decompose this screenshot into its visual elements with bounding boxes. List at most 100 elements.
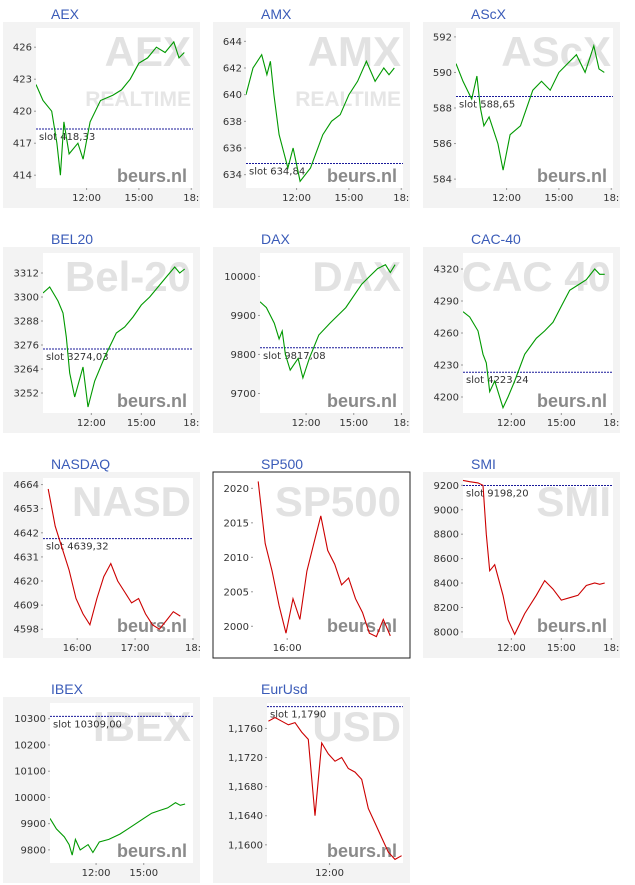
- watermark: USD: [312, 703, 401, 750]
- watermark: CAC 40: [462, 253, 611, 300]
- brand: beurs.nl: [327, 391, 397, 411]
- y-tick-label: 586: [433, 139, 452, 150]
- plot: NASD beurs.nl slot 4639,32: [43, 478, 193, 636]
- chart-title: AScX: [471, 6, 507, 22]
- x-tick-label: 18:: [183, 193, 199, 204]
- plot-area: [36, 28, 193, 188]
- reference-label: slot 4639,32: [46, 542, 109, 553]
- reference-label: slot 1,1790: [270, 710, 326, 721]
- y-tick-label: 4642: [14, 528, 39, 539]
- y-tick-label: 10300: [14, 714, 46, 725]
- plot-area: [267, 703, 403, 863]
- brand: beurs.nl: [537, 616, 607, 636]
- y-tick-label: 2005: [224, 587, 249, 598]
- chart-panel: AEX AEX REALTIME beurs.nl slot 418,33 414 417 4…: [3, 6, 200, 208]
- brand: beurs.nl: [117, 391, 187, 411]
- watermark: IBEX: [93, 703, 191, 750]
- y-tick-label: 9900: [21, 819, 46, 830]
- y-tick-label: 10100: [14, 767, 46, 778]
- y-tick-label: 9800: [231, 350, 256, 361]
- y-tick-label: 4260: [434, 329, 459, 340]
- x-tick-label: 15:00: [339, 418, 368, 429]
- plot-area: [50, 703, 193, 863]
- price-line: [257, 481, 391, 638]
- chart-panel: AMX AMX REALTIME beurs.nl slot 634,84 634 636 6…: [213, 6, 410, 208]
- y-tick-label: 4620: [14, 577, 39, 588]
- x-tick-label: 18:: [185, 643, 201, 654]
- chart-title: SMI: [471, 456, 496, 472]
- y-tick-label: 1,1680: [228, 782, 263, 793]
- watermark: AEX: [105, 28, 191, 75]
- y-tick-label: 4598: [14, 625, 39, 636]
- plot-area: [43, 253, 193, 413]
- plot: Bel-20 beurs.nl slot 3274,03: [43, 253, 193, 411]
- price-line: [43, 266, 186, 408]
- reference-label: slot 588,65: [459, 99, 515, 110]
- x-tick-label: 12:00: [497, 643, 526, 654]
- y-tick-label: 590: [433, 68, 452, 79]
- y-tick-label: 8800: [434, 530, 459, 541]
- reference-label: slot 10309,00: [53, 719, 122, 730]
- y-tick-label: 1,1760: [228, 724, 263, 735]
- chart-panel: NASDAQ NASD beurs.nl slot 4639,32 4598 4609 46…: [3, 456, 201, 658]
- x-tick-label: 18:: [603, 418, 619, 429]
- plot: CAC 40 beurs.nl slot 4223,24: [462, 253, 613, 411]
- reference-label: slot 634,84: [249, 166, 305, 177]
- y-tick-label: 588: [433, 104, 452, 115]
- watermark-realtime: REALTIME: [295, 88, 401, 111]
- y-tick-label: 636: [223, 144, 242, 155]
- x-tick-label: 12:00: [72, 193, 101, 204]
- x-tick-label: 12:00: [82, 868, 111, 879]
- x-tick-label: 12:00: [492, 193, 521, 204]
- x-tick-label: 18:: [603, 643, 619, 654]
- watermark: SP500: [275, 478, 401, 525]
- chart-panel: DAX DAX beurs.nl slot 9817,08 9700 9800 9900 10…: [213, 231, 410, 433]
- y-tick-label: 10000: [14, 793, 46, 804]
- x-tick-label: 18:: [183, 418, 199, 429]
- y-tick-label: 420: [13, 107, 32, 118]
- chart-title: BEL20: [51, 231, 93, 247]
- plot-area: [253, 478, 403, 638]
- x-tick-label: 12:00: [292, 418, 321, 429]
- y-tick-label: 2015: [224, 518, 249, 529]
- plot-area: [463, 253, 613, 413]
- brand: beurs.nl: [327, 166, 397, 186]
- y-tick-label: 8600: [434, 554, 459, 565]
- y-tick-label: 4230: [434, 361, 459, 372]
- price-line: [47, 488, 181, 630]
- x-tick-label: 15:00: [545, 193, 574, 204]
- plot: IBEX beurs.nl slot 10309,00: [50, 703, 193, 861]
- brand: beurs.nl: [327, 841, 397, 861]
- x-tick-label: 12:00: [315, 868, 344, 879]
- x-tick-label: 18:: [393, 193, 409, 204]
- y-tick-label: 423: [13, 75, 32, 86]
- plot-area: [43, 478, 193, 638]
- y-tick-label: 638: [223, 117, 242, 128]
- x-tick-label: 17:00: [121, 643, 150, 654]
- chart-panel: CAC-40 CAC 40 beurs.nl slot 4223,24 4200 4230…: [423, 231, 620, 433]
- x-tick-label: 12:00: [77, 418, 106, 429]
- chart-title: AMX: [261, 6, 292, 22]
- plot: AMX REALTIME beurs.nl slot 634,84: [246, 28, 403, 186]
- x-tick-label: 12:00: [282, 193, 311, 204]
- y-tick-label: 414: [13, 171, 32, 182]
- x-tick-label: 15:00: [547, 418, 576, 429]
- price-line: [463, 268, 605, 410]
- y-tick-label: 4320: [434, 265, 459, 276]
- x-tick-label: 12:00: [497, 418, 526, 429]
- watermark-realtime: REALTIME: [85, 88, 191, 111]
- brand: beurs.nl: [117, 841, 187, 861]
- x-tick-label: 18:: [603, 193, 619, 204]
- y-tick-label: 634: [223, 170, 242, 181]
- price-line: [456, 43, 605, 171]
- brand: beurs.nl: [537, 166, 607, 186]
- watermark: AMX: [308, 28, 401, 75]
- y-tick-label: 9000: [434, 505, 459, 516]
- y-tick-label: 417: [13, 139, 32, 150]
- y-tick-label: 2010: [224, 553, 249, 564]
- y-tick-label: 426: [13, 43, 32, 54]
- y-tick-label: 9900: [231, 311, 256, 322]
